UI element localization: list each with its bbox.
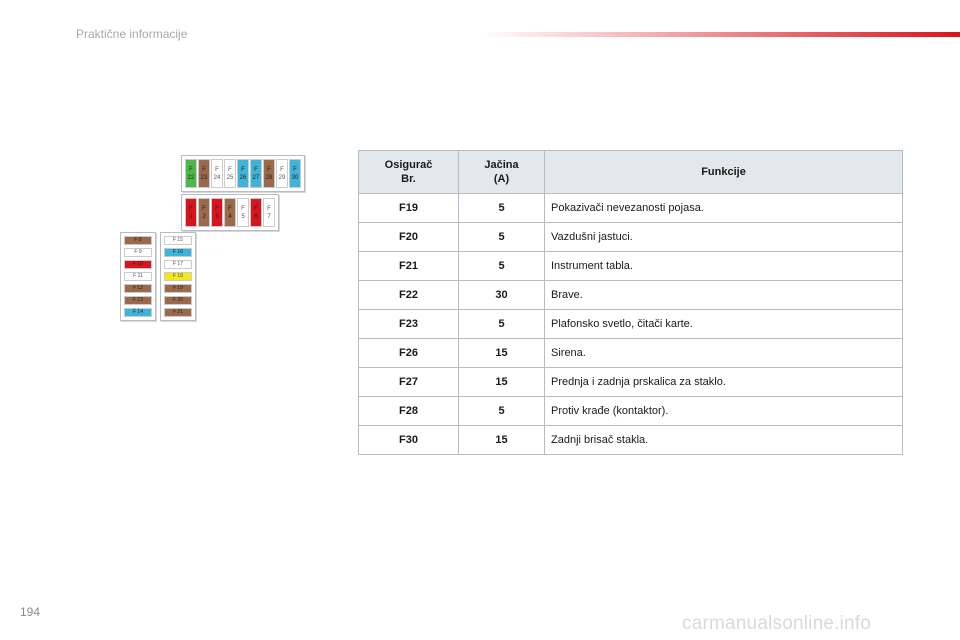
function-cell: Pokazivači nevezanosti pojasa. xyxy=(544,193,903,223)
fuse-slot: F 23 xyxy=(198,159,210,188)
amperage-cell: 5 xyxy=(458,193,545,223)
fuse-number-cell: F23 xyxy=(358,309,459,339)
fuse-number-cell: F27 xyxy=(358,367,459,397)
amperage-cell: 30 xyxy=(458,280,545,310)
table-row: F27 15 Prednja i zadnja prskalica za stakl… xyxy=(358,367,903,397)
fuse-slot: F 12 xyxy=(124,284,152,293)
fuse-slot: F 10 xyxy=(124,260,152,269)
header-functions: Funkcije xyxy=(544,150,903,194)
header-accent-bar xyxy=(480,32,960,37)
function-cell: Vazdušni jastuci. xyxy=(544,222,903,252)
function-cell: Zadnji brisač stakla. xyxy=(544,425,903,455)
fuse-number-cell: F30 xyxy=(358,425,459,455)
amperage-cell: 15 xyxy=(458,425,545,455)
table-row: F21 5 Instrument tabla. xyxy=(358,251,903,281)
fuse-slot: F 14 xyxy=(124,308,152,317)
table-row: F23 5 Plafonsko svetlo, čitači karte. xyxy=(358,309,903,339)
function-cell: Brave. xyxy=(544,280,903,310)
section-title: Praktične informacije xyxy=(76,27,188,41)
table-row: F28 5 Protiv krađe (kontaktor). xyxy=(358,396,903,426)
header-fuse-number: Osigurač Br. xyxy=(358,150,459,194)
watermark: carmanualsonline.info xyxy=(682,613,872,634)
fuse-slot: F 11 xyxy=(124,272,152,281)
amperage-cell: 5 xyxy=(458,309,545,339)
amperage-cell: 15 xyxy=(458,338,545,368)
fuse-slot: F 8 xyxy=(124,236,152,245)
table-row: F26 15 Sirena. xyxy=(358,338,903,368)
fuse-slot: F 24 xyxy=(211,159,223,188)
table-row: F30 15 Zadnji brisač stakla. xyxy=(358,425,903,455)
function-cell: Instrument tabla. xyxy=(544,251,903,281)
amperage-cell: 5 xyxy=(458,222,545,252)
fuse-slot: F 15 xyxy=(164,236,192,245)
fuse-number-cell: F28 xyxy=(358,396,459,426)
fuse-number-cell: F19 xyxy=(358,193,459,223)
table-row: F19 5 Pokazivači nevezanosti pojasa. xyxy=(358,193,903,223)
fuse-panel-left-column: F 8 F 9 F 10 F 11 F 12 F 13 F 14 xyxy=(120,232,156,321)
fuse-slot: F 19 xyxy=(164,284,192,293)
function-cell: Plafonsko svetlo, čitači karte. xyxy=(544,309,903,339)
function-cell: Protiv krađe (kontaktor). xyxy=(544,396,903,426)
fuse-slot: F 30 xyxy=(289,159,301,188)
fuse-number-cell: F22 xyxy=(358,280,459,310)
fuse-slot: F 18 xyxy=(164,272,192,281)
fuse-slot: F 25 xyxy=(224,159,236,188)
fuse-slot: F 27 xyxy=(250,159,262,188)
header-amperage: Jačina (A) xyxy=(458,150,545,194)
fuse-slot: F 28 xyxy=(263,159,275,188)
function-cell: Prednja i zadnja prskalica za staklo. xyxy=(544,367,903,397)
amperage-cell: 5 xyxy=(458,251,545,281)
fuse-panel-right-column: F 15 F 16 F 17 F 18 F 19 F 20 F 21 xyxy=(160,232,196,321)
fuse-slot: F 29 xyxy=(276,159,288,188)
fuse-number-cell: F26 xyxy=(358,338,459,368)
fuse-slot: F 26 xyxy=(237,159,249,188)
table-row: F22 30 Brave. xyxy=(358,280,903,310)
fuse-number-cell: F20 xyxy=(358,222,459,252)
function-cell: Sirena. xyxy=(544,338,903,368)
amperage-cell: 5 xyxy=(458,396,545,426)
fuse-slot: F 17 xyxy=(164,260,192,269)
fuse-slot: F 9 xyxy=(124,248,152,257)
fuse-slot: F 21 xyxy=(164,308,192,317)
fuse-panel-top-row: F 22 F 23 F 24 F 25 F 26 F 27 F 28 F 29 F 30 xyxy=(181,155,305,192)
fuse-number-cell: F21 xyxy=(358,251,459,281)
fuse-slot: F 13 xyxy=(124,296,152,305)
amperage-cell: 15 xyxy=(458,367,545,397)
fuse-function-table: Osigurač Br. Jačina (A) Funkcije F19 5 Pok… xyxy=(358,150,903,455)
page-number: 194 xyxy=(20,605,41,619)
table-row: F20 5 Vazdušni jastuci. xyxy=(358,222,903,252)
fuse-slot: F 20 xyxy=(164,296,192,305)
fuse-slot: F 22 xyxy=(185,159,197,188)
fuse-slot: F 16 xyxy=(164,248,192,257)
